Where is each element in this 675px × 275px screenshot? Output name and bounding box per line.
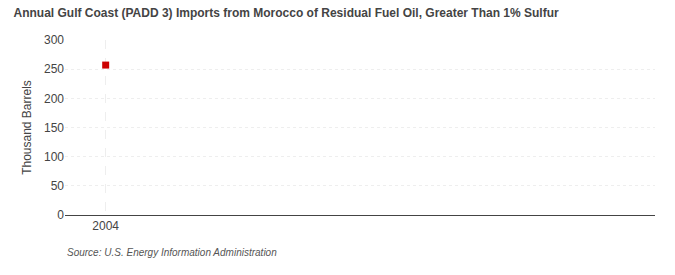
- svg-text:0: 0: [57, 208, 64, 222]
- svg-text:Annual Gulf Coast (PADD 3) Imp: Annual Gulf Coast (PADD 3) Imports from …: [14, 6, 559, 20]
- svg-text:Thousand Barrels: Thousand Barrels: [20, 80, 34, 175]
- svg-text:50: 50: [51, 179, 65, 193]
- svg-text:200: 200: [44, 92, 64, 106]
- svg-text:300: 300: [44, 33, 64, 47]
- svg-text:150: 150: [44, 121, 64, 135]
- svg-text:Source: U.S. Energy Informatio: Source: U.S. Energy Information Administ…: [67, 247, 277, 258]
- svg-text:2004: 2004: [92, 219, 119, 233]
- svg-text:250: 250: [44, 62, 64, 76]
- svg-text:100: 100: [44, 150, 64, 164]
